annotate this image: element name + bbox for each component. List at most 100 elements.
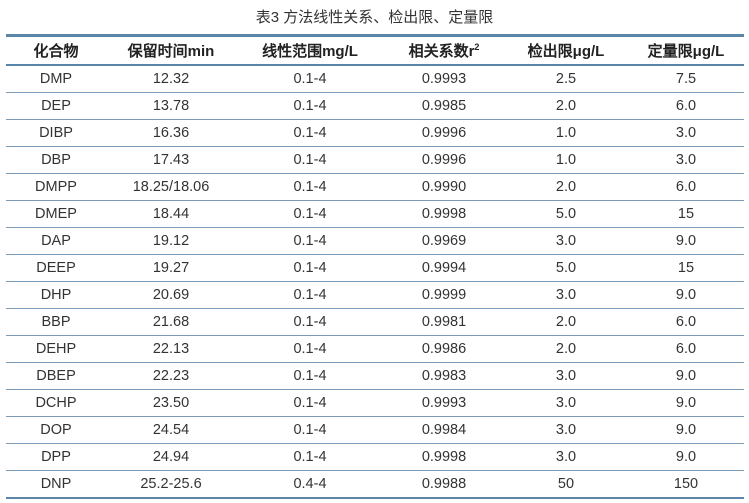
cell-retention-time: 24.94 — [152, 449, 190, 465]
cell-retention-time: 17.43 — [152, 152, 190, 168]
table-title: 表3 方法线性关系、检出限、定量限 — [255, 9, 494, 26]
cell-retention-time: 23.50 — [152, 395, 190, 411]
cell-correlation: 0.9988 — [421, 476, 467, 492]
cell-linear-range: 0.1-4 — [293, 287, 327, 303]
header-row: 化合物 保留时间min 线性范围mg/L 相关系数r2 检出限μg/L 定量限μ… — [6, 35, 744, 65]
cell-linear-range: 0.1-4 — [293, 449, 327, 465]
cell-linear-range: 0.1-4 — [293, 314, 327, 330]
header-correlation-label: 相关系数r — [408, 43, 475, 60]
cell-correlation: 0.9999 — [421, 287, 467, 303]
cell-retention-time: 24.54 — [152, 422, 190, 438]
cell-lod: 50 — [557, 476, 575, 492]
cell-compound: DPP — [41, 449, 71, 465]
cell-compound: DHP — [40, 287, 72, 303]
table-row: DOP 24.54 0.1-4 0.9984 3.0 9.0 — [6, 417, 744, 444]
cell-correlation: 0.9981 — [421, 314, 467, 330]
cell-linear-range: 0.1-4 — [293, 98, 327, 114]
cell-retention-time: 16.36 — [152, 125, 190, 141]
cell-lod: 3.0 — [555, 395, 577, 411]
cell-loq: 15 — [677, 206, 695, 222]
cell-loq: 3.0 — [675, 125, 697, 141]
header-lod: 检出限μg/L — [527, 43, 605, 60]
table-row: DCHP 23.50 0.1-4 0.9993 3.0 9.0 — [6, 390, 744, 417]
cell-correlation: 0.9993 — [421, 71, 467, 87]
cell-lod: 2.0 — [555, 179, 577, 195]
cell-correlation: 0.9994 — [421, 260, 467, 276]
cell-retention-time: 18.44 — [152, 206, 190, 222]
table-row: DMEP 18.44 0.1-4 0.9998 5.0 15 — [6, 201, 744, 228]
header-compound: 化合物 — [33, 43, 79, 60]
cell-compound: DAP — [41, 233, 71, 249]
cell-linear-range: 0.1-4 — [293, 341, 327, 357]
table-row: DEHP 22.13 0.1-4 0.9986 2.0 6.0 — [6, 336, 744, 363]
cell-compound: BBP — [41, 314, 71, 330]
cell-correlation: 0.9996 — [421, 125, 467, 141]
cell-linear-range: 0.4-4 — [293, 476, 327, 492]
cell-compound: DEHP — [35, 341, 77, 357]
cell-correlation: 0.9993 — [421, 395, 467, 411]
cell-linear-range: 0.1-4 — [293, 422, 327, 438]
cell-compound: DMP — [39, 71, 73, 87]
cell-loq: 15 — [677, 260, 695, 276]
cell-lod: 1.0 — [555, 152, 577, 168]
cell-retention-time: 20.69 — [152, 287, 190, 303]
table-row: DBEP 22.23 0.1-4 0.9983 3.0 9.0 — [6, 363, 744, 390]
cell-loq: 3.0 — [675, 152, 697, 168]
cell-retention-time: 25.2-25.6 — [140, 476, 202, 492]
header-retention-time: 保留时间min — [127, 43, 215, 60]
cell-linear-range: 0.1-4 — [293, 179, 327, 195]
cell-correlation: 0.9996 — [421, 152, 467, 168]
cell-linear-range: 0.1-4 — [293, 233, 327, 249]
cell-linear-range: 0.1-4 — [293, 395, 327, 411]
cell-linear-range: 0.1-4 — [293, 368, 327, 384]
table-row: DHP 20.69 0.1-4 0.9999 3.0 9.0 — [6, 282, 744, 309]
cell-lod: 3.0 — [555, 422, 577, 438]
cell-loq: 9.0 — [675, 395, 697, 411]
table-row: DMP 12.32 0.1-4 0.9993 2.5 7.5 — [6, 65, 744, 93]
cell-loq: 9.0 — [675, 422, 697, 438]
cell-retention-time: 19.27 — [152, 260, 190, 276]
header-loq: 定量限μg/L — [647, 43, 725, 60]
table-row: BBP 21.68 0.1-4 0.9981 2.0 6.0 — [6, 309, 744, 336]
cell-loq: 6.0 — [675, 98, 697, 114]
cell-lod: 2.5 — [555, 71, 577, 87]
cell-compound: DBEP — [36, 368, 76, 384]
cell-retention-time: 19.12 — [152, 233, 190, 249]
cell-loq: 9.0 — [675, 233, 697, 249]
cell-loq: 9.0 — [675, 449, 697, 465]
table-row: DEP 13.78 0.1-4 0.9985 2.0 6.0 — [6, 93, 744, 120]
cell-retention-time: 12.32 — [152, 71, 190, 87]
cell-compound: DMPP — [35, 179, 77, 195]
cell-loq: 9.0 — [675, 368, 697, 384]
cell-compound: DBP — [41, 152, 71, 168]
table-row: DPP 24.94 0.1-4 0.9998 3.0 9.0 — [6, 444, 744, 471]
table-row: DIBP 16.36 0.1-4 0.9996 1.0 3.0 — [6, 120, 744, 147]
cell-lod: 3.0 — [555, 233, 577, 249]
cell-lod: 1.0 — [555, 125, 577, 141]
cell-loq: 7.5 — [675, 71, 697, 87]
cell-compound: DOP — [40, 422, 72, 438]
cell-correlation: 0.9969 — [421, 233, 467, 249]
cell-compound: DCHP — [35, 395, 77, 411]
cell-correlation: 0.9990 — [421, 179, 467, 195]
cell-correlation: 0.9998 — [421, 206, 467, 222]
cell-lod: 3.0 — [555, 368, 577, 384]
cell-retention-time: 21.68 — [152, 314, 190, 330]
cell-retention-time: 22.13 — [152, 341, 190, 357]
table-row: DNP 25.2-25.6 0.4-4 0.9988 50 150 — [6, 471, 744, 498]
cell-linear-range: 0.1-4 — [293, 71, 327, 87]
cell-loq: 150 — [673, 476, 699, 492]
cell-retention-time: 22.23 — [152, 368, 190, 384]
cell-correlation: 0.9983 — [421, 368, 467, 384]
cell-lod: 3.0 — [555, 287, 577, 303]
cell-loq: 6.0 — [675, 314, 697, 330]
cell-compound: DMEP — [35, 206, 77, 222]
cell-loq: 6.0 — [675, 179, 697, 195]
cell-correlation: 0.9985 — [421, 98, 467, 114]
cell-lod: 5.0 — [555, 206, 577, 222]
cell-compound: DEEP — [36, 260, 76, 276]
cell-compound: DEP — [41, 98, 71, 114]
cell-lod: 2.0 — [555, 98, 577, 114]
cell-loq: 6.0 — [675, 341, 697, 357]
cell-linear-range: 0.1-4 — [293, 125, 327, 141]
